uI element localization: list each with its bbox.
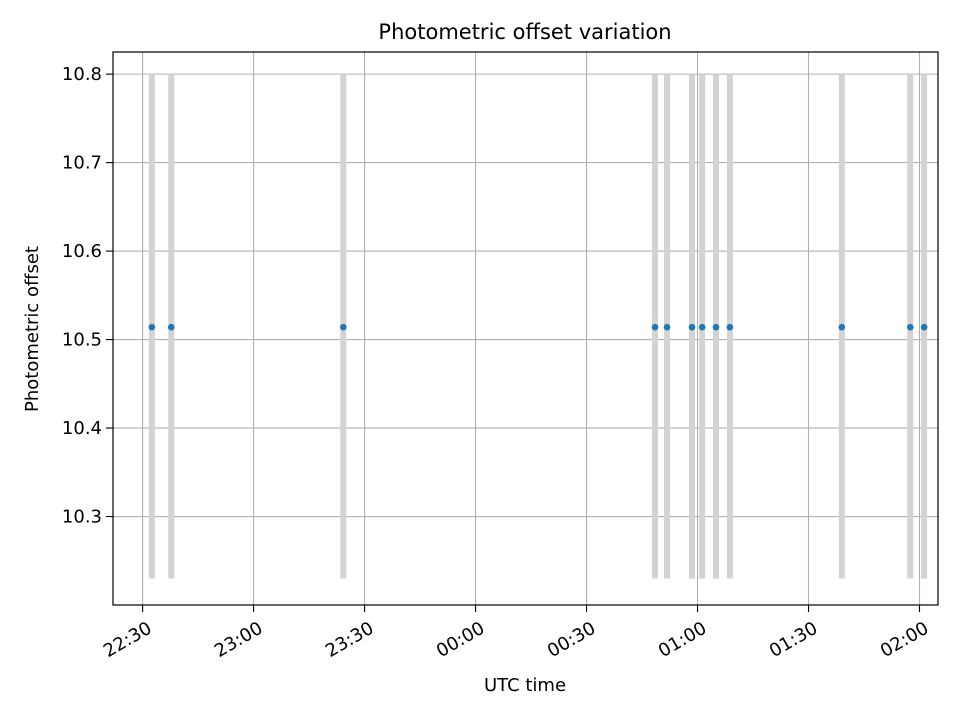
data-point [726,323,734,331]
data-point [906,323,914,331]
data-point [663,323,671,331]
data-point [712,323,720,331]
y-axis-label: Photometric offset [22,246,43,412]
data-point [920,323,928,331]
x-axis-label: UTC time [484,675,566,696]
data-point [688,323,696,331]
y-tick-label: 10.5 [62,330,102,351]
data-point [339,323,347,331]
data-point [651,323,659,331]
data-point [698,323,706,331]
data-point [148,323,156,331]
y-axis-ticks: 10.3 10.4 10.5 10.6 10.7 10.8 [62,64,113,528]
grid [113,52,938,605]
y-tick-label: 10.8 [62,64,102,85]
chart-title: Photometric offset variation [378,20,671,44]
y-tick-label: 10.3 [62,507,102,528]
data-point [167,323,175,331]
data-points [148,323,928,331]
y-tick-label: 10.4 [62,418,102,439]
plot-frame [112,51,939,606]
y-tick-label: 10.7 [62,153,102,174]
data-point [838,323,846,331]
y-tick-label: 10.6 [62,241,102,262]
